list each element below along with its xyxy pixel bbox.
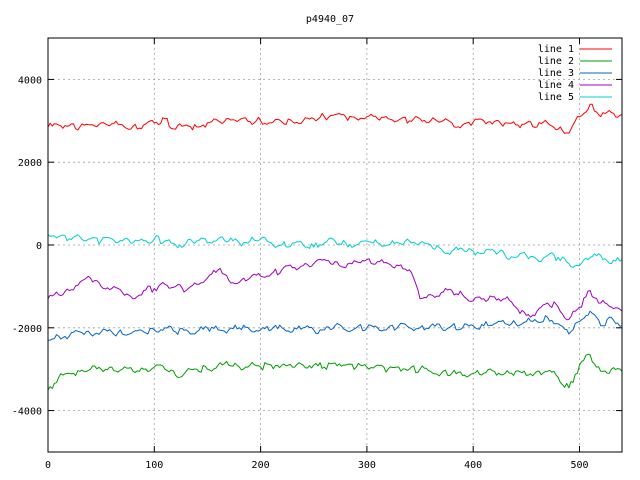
legend-label: line 1 xyxy=(538,44,574,55)
series-lines xyxy=(47,103,623,391)
chart-title: p4940_07 xyxy=(306,14,354,25)
series-line-1 xyxy=(47,103,623,134)
x-tick-label: 200 xyxy=(252,460,270,471)
x-tick-label: 300 xyxy=(358,460,376,471)
y-tick-label: -4000 xyxy=(12,407,42,418)
grid xyxy=(48,38,622,452)
x-tick-label: 500 xyxy=(570,460,588,471)
axis-ticks: 0 100 200 300 400 500 -4000 -2000 0 2000 4000 xyxy=(12,38,622,471)
legend-label: line 4 xyxy=(538,80,574,91)
legend-label: line 2 xyxy=(538,56,574,67)
legend-label: line 3 xyxy=(538,68,574,79)
x-tick-label: 100 xyxy=(145,460,163,471)
y-tick-label: 0 xyxy=(36,241,42,252)
y-tick-label: 2000 xyxy=(18,158,42,169)
y-tick-label: 4000 xyxy=(18,75,42,86)
series-line-3 xyxy=(47,310,623,341)
legend-label: line 5 xyxy=(538,92,574,103)
series-line-5 xyxy=(47,234,623,268)
series-line-2 xyxy=(47,353,623,391)
series-line-4 xyxy=(47,258,623,321)
x-tick-label: 0 xyxy=(45,460,51,471)
x-tick-label: 400 xyxy=(464,460,482,471)
y-tick-label: -2000 xyxy=(12,324,42,335)
